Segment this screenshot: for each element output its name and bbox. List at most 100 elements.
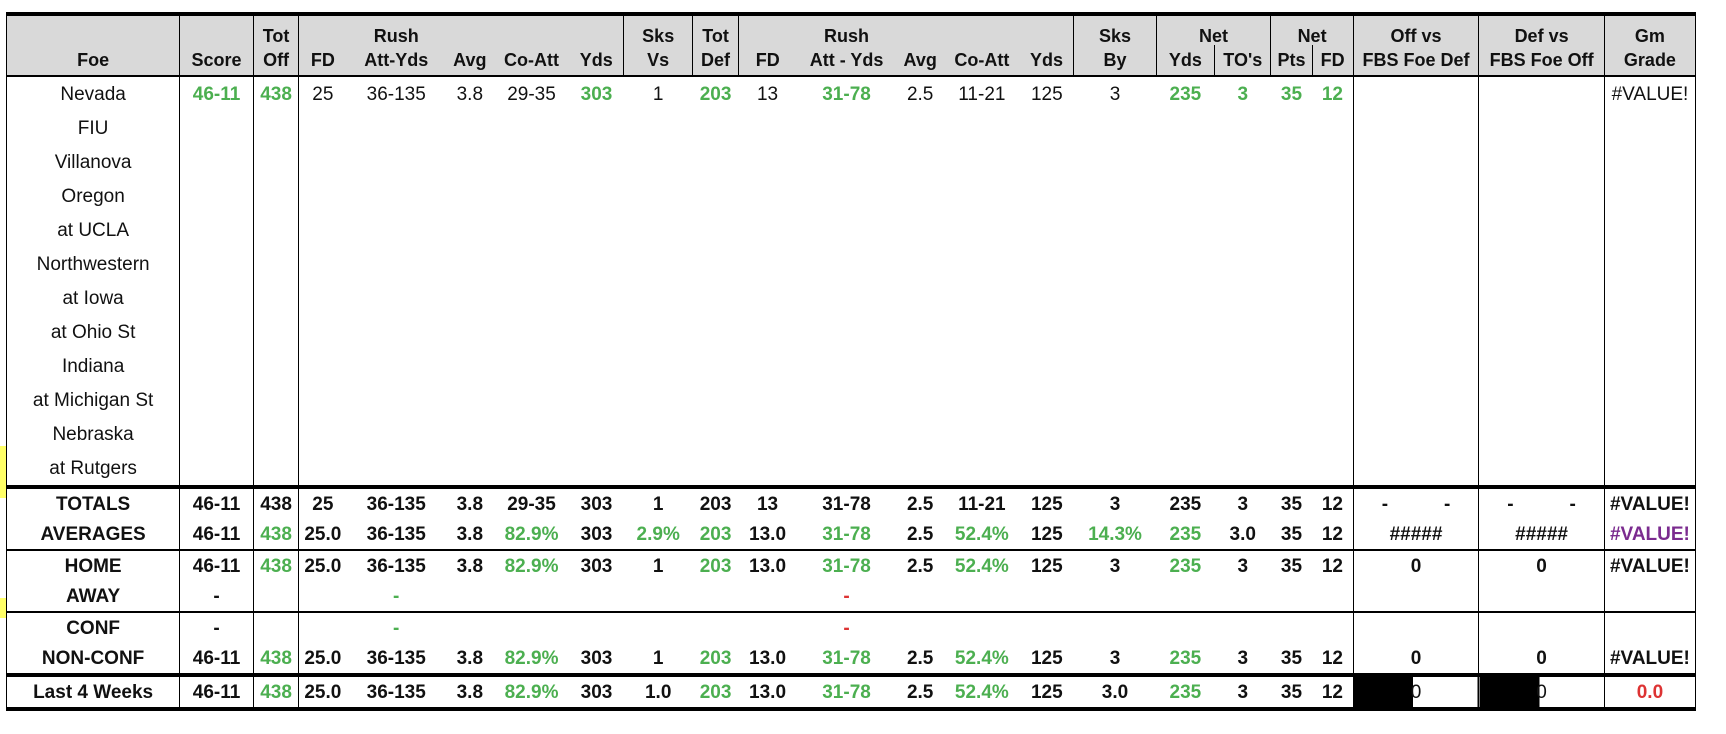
fd-cell	[299, 349, 347, 383]
header-cell: Net	[1270, 12, 1354, 45]
net-yds-cell: 235	[1169, 647, 1202, 669]
fd-cell: 25	[298, 485, 347, 519]
dyds-cell	[1020, 179, 1074, 213]
fd-cell	[299, 145, 347, 179]
fd-cell	[299, 247, 347, 281]
score-cell: 46-11	[179, 643, 254, 675]
header-row-1: Tot Rush Sks Tot Rush Sks Net Net Off vs…	[5, 12, 1697, 45]
drush-cell: 31-78	[796, 549, 897, 581]
dco-att-cell	[944, 179, 1020, 213]
stats-table: Tot Rush Sks Tot Rush Sks Net Net Off vs…	[5, 12, 1697, 711]
dfd-cell	[738, 111, 796, 145]
net-pts-cell: 35	[1270, 549, 1313, 581]
net-fd-cell: 12	[1321, 83, 1343, 105]
rush-cell: -	[346, 611, 447, 643]
grade-cell	[1603, 111, 1697, 145]
net-to-cell	[1215, 581, 1271, 612]
sks-vs-cell	[624, 111, 693, 145]
off-vs-cell: 0	[1352, 549, 1480, 581]
tot-def-cell	[693, 383, 738, 417]
avg-cell	[446, 611, 494, 643]
tot-def-cell: 203	[699, 523, 732, 545]
avg-cell: 3.8	[456, 83, 484, 105]
net-to-cell	[1214, 611, 1271, 643]
net-yds-cell	[1156, 417, 1214, 451]
fd-cell	[299, 111, 347, 145]
co-att-cell: 82.9%	[493, 549, 570, 581]
grade-cell	[1603, 145, 1697, 179]
score-cell	[179, 213, 254, 247]
fd-cell	[299, 417, 347, 451]
drush-cell	[797, 315, 897, 349]
rush-cell	[346, 111, 446, 145]
tot-off-cell	[252, 581, 300, 612]
score-cell: -	[179, 581, 254, 612]
dfd-cell: 13	[756, 83, 779, 105]
tot-off-cell	[252, 179, 300, 213]
tot-def-cell: 203	[699, 647, 732, 669]
fd-cell: 25.0	[304, 647, 342, 669]
dco-att-cell: 52.4%	[954, 647, 1009, 669]
net-fd-cell	[1312, 179, 1353, 213]
dfd-cell	[738, 213, 796, 247]
dyds-cell	[1020, 213, 1074, 247]
tot-off-cell: 438	[252, 485, 300, 519]
off-vs-cell	[1352, 179, 1480, 213]
co-att-cell: 29-35	[507, 83, 556, 105]
dyds-cell	[1020, 281, 1074, 315]
rush-cell	[346, 349, 446, 383]
net-to-cell: 3	[1214, 485, 1271, 519]
header-cell: Co-Att	[943, 45, 1020, 77]
tot-off-cell	[252, 111, 300, 145]
co-att-cell: 82.9%	[504, 647, 559, 669]
summary-label: AVERAGES	[5, 519, 181, 550]
avg-cell: 3.8	[446, 673, 494, 711]
net-yds-cell: 235	[1156, 485, 1215, 519]
co-att-cell	[494, 417, 570, 451]
fd-cell: 25.0	[298, 549, 347, 581]
game-row: Nevada 46-11 438 25 36-135 3.8 29-35 303 1 203 13 3…	[5, 76, 1697, 111]
tot-def-cell: 203	[692, 485, 739, 519]
score-cell: 46-11	[179, 673, 254, 711]
sks-by-cell	[1074, 349, 1156, 383]
dfd-cell	[738, 349, 796, 383]
net-pts-cell	[1271, 247, 1312, 281]
off-vs-cell	[1352, 213, 1480, 247]
drush-cell: -	[796, 611, 897, 643]
rush-cell: 36-135	[366, 523, 426, 545]
def-vs-cell	[1478, 349, 1605, 383]
dyds-cell	[1020, 111, 1074, 145]
tot-def-cell	[693, 111, 738, 145]
tot-def-cell: 203	[692, 549, 739, 581]
net-fd-cell: 12	[1321, 523, 1343, 545]
header-cell: Yds	[1155, 45, 1216, 77]
drush-cell	[797, 349, 897, 383]
yds-cell	[569, 247, 623, 281]
net-pts-cell: 35	[1270, 485, 1313, 519]
header-cell: Rush	[796, 12, 897, 45]
dyds-cell	[1019, 611, 1074, 643]
drush-cell: -	[843, 585, 850, 607]
sks-vs-cell	[624, 179, 693, 213]
off-vs-cell: #####	[1352, 519, 1480, 550]
dyds-cell	[1020, 451, 1074, 487]
rush-cell	[346, 451, 446, 487]
net-to-cell	[1215, 315, 1271, 349]
dco-att-cell	[944, 213, 1020, 247]
dyds-cell: 125	[1019, 673, 1074, 711]
summary-label: AWAY	[5, 581, 181, 612]
net-fd-cell: 12	[1312, 673, 1354, 711]
drush-cell: 31-78	[796, 673, 897, 711]
def-vs-cell: --	[1478, 485, 1605, 519]
foe-cell: Nevada	[5, 76, 181, 111]
header-cell	[896, 12, 944, 45]
header-cell: FBS Foe Off	[1478, 45, 1605, 77]
sks-vs-cell	[624, 213, 693, 247]
sks-by-cell: 3.0	[1073, 673, 1157, 711]
net-yds-cell	[1156, 611, 1215, 643]
header-cell	[179, 12, 254, 45]
grade-cell	[1603, 281, 1697, 315]
rush-cell	[346, 179, 446, 213]
sks-by-cell: 3	[1109, 83, 1121, 105]
co-att-cell	[494, 349, 570, 383]
